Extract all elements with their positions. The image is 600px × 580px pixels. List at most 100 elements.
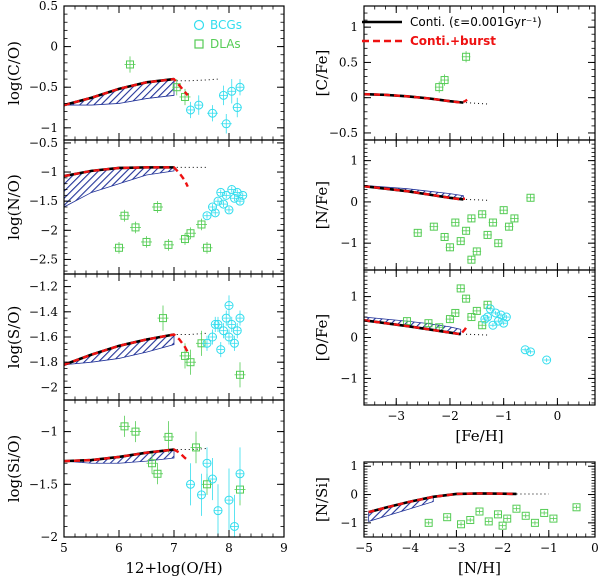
dla-marker	[456, 284, 465, 293]
bcg-marker	[210, 319, 220, 329]
dla-marker	[467, 255, 476, 264]
bcg-data-point	[220, 114, 232, 134]
dla-data-point	[472, 247, 482, 256]
x-tick-label: 6	[115, 541, 123, 555]
bcg-marker	[202, 211, 212, 221]
panel-cfe: −0.5 0 0.5 1 [C/Fe]	[313, 5, 596, 141]
bcg-marker	[227, 319, 237, 329]
model-dotted-extension	[466, 333, 488, 336]
bcg-data-point	[194, 95, 204, 115]
dla-data-point	[530, 518, 539, 527]
bcg-data-point	[224, 295, 234, 316]
dla-data-point	[498, 521, 507, 530]
y-tick-label: −1.2	[29, 280, 58, 294]
model-dotted-extension	[176, 447, 208, 451]
bcg-marker	[224, 301, 234, 310]
panel-plot-area	[64, 166, 248, 254]
dla-data-point	[467, 313, 476, 322]
bcg-marker	[210, 208, 220, 218]
bcg-data-point	[207, 105, 218, 122]
y-axis-label: [N/Si]	[313, 477, 331, 522]
bcg-legend-label: BCGs	[210, 18, 242, 32]
bcg-marker	[230, 193, 239, 203]
dla-marker	[540, 508, 549, 517]
y-tick-label: 1	[350, 154, 358, 168]
dla-data-point	[461, 294, 471, 303]
bcg-marker	[224, 205, 234, 215]
dla-data-point	[484, 517, 493, 526]
dla-data-point	[190, 431, 202, 464]
y-tick-label: −1	[40, 165, 58, 179]
dla-marker	[440, 232, 449, 241]
dla-data-point	[467, 255, 476, 264]
dla-data-point	[424, 319, 433, 328]
bcg-data-point	[235, 447, 245, 501]
dla-marker	[488, 218, 497, 227]
x-tick-label: −4	[401, 541, 419, 555]
bcg-data-point	[221, 190, 231, 200]
bcg-marker	[238, 190, 248, 200]
dla-data-point	[234, 362, 246, 388]
bcg-data-point	[219, 199, 228, 209]
dla-data-point	[163, 239, 174, 251]
bcg-data-point	[235, 310, 245, 326]
x-tick-label: −2	[494, 541, 512, 555]
dla-marker	[159, 314, 167, 323]
bcg-marker	[213, 506, 223, 516]
bcg-data-point	[224, 468, 234, 532]
bcg-data-point	[186, 463, 195, 506]
dla-data-point	[146, 452, 158, 474]
x-axis-label: [N/H]	[458, 559, 501, 577]
x-tick-label: 8	[225, 541, 233, 555]
dla-data-point	[119, 209, 130, 222]
bcg-marker	[202, 338, 212, 348]
y-tick-label: −2	[40, 223, 58, 237]
x-tick-label: −5	[355, 541, 373, 555]
y-tick-label: 0	[350, 91, 358, 105]
dla-marker	[457, 520, 466, 529]
dla-marker	[472, 247, 481, 256]
y-tick-label: −1	[340, 236, 358, 250]
dla-marker	[142, 237, 151, 246]
dla-data-point	[185, 227, 196, 240]
dla-marker	[462, 226, 471, 235]
panel-frame	[363, 269, 596, 406]
bcg-marker	[483, 312, 493, 322]
bcg-data-point	[227, 316, 237, 332]
dla-marker	[521, 511, 530, 520]
dla-data-point	[456, 237, 465, 246]
bcg-marker	[230, 521, 239, 531]
panel-plot-area	[364, 51, 488, 105]
bcg-marker	[232, 103, 242, 113]
y-tick-label: 0	[350, 331, 358, 345]
dla-data-point	[130, 421, 141, 443]
dla-data-point	[152, 201, 163, 213]
dla-marker	[484, 517, 493, 526]
y-tick-label: 0	[350, 488, 358, 502]
panel-plot-area	[64, 415, 246, 537]
dla-legend-symbol	[194, 39, 204, 49]
y-axis-label: log(S/O)	[5, 306, 23, 369]
y-tick-label: 0	[350, 195, 358, 209]
y-tick-label: −2	[40, 530, 58, 544]
bcg-marker	[493, 316, 503, 326]
bcg-marker	[224, 495, 234, 505]
dla-data-point	[119, 415, 130, 437]
dla-marker	[164, 240, 173, 249]
dla-data-point	[163, 421, 174, 453]
dla-marker	[192, 443, 200, 452]
y-axis-label: [O/Fe]	[313, 314, 331, 362]
dla-marker	[445, 315, 454, 324]
dla-marker	[435, 83, 444, 92]
model-burst-line	[364, 185, 466, 201]
bcg-data-point	[232, 323, 242, 339]
dla-marker	[505, 222, 514, 231]
dla-data-point	[467, 214, 476, 223]
dla-data-point	[493, 510, 502, 519]
bcg-data-point	[219, 85, 228, 106]
y-tick-label: −0.5	[329, 126, 358, 140]
bcg-data-point	[210, 316, 220, 332]
y-tick-label: −1.8	[29, 355, 58, 369]
bcg-data-point	[501, 312, 511, 322]
